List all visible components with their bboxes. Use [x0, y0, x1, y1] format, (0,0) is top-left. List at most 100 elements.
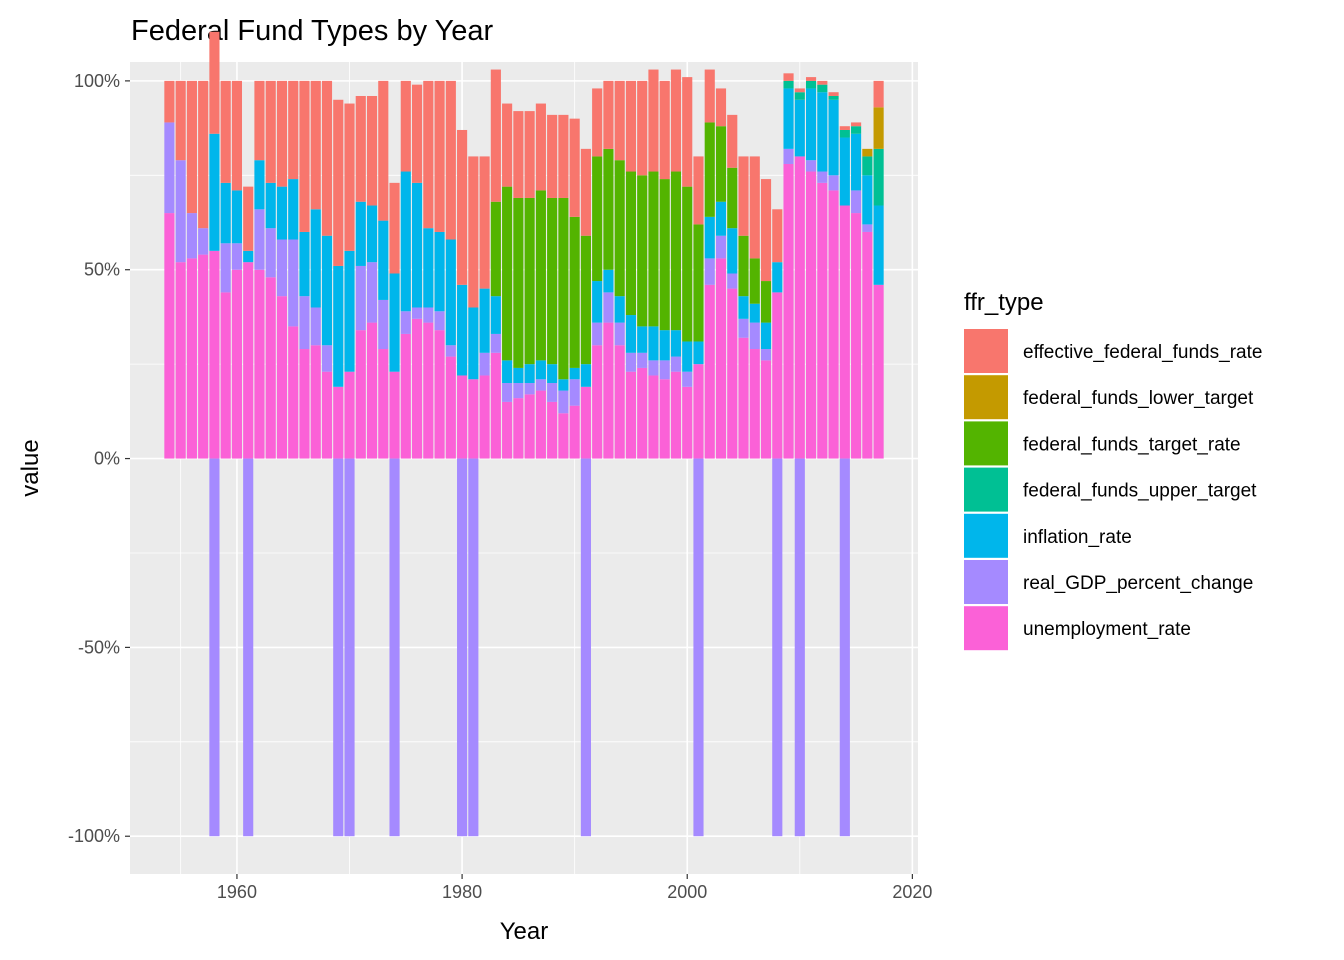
bar-real_GDP_percent_change-1995	[625, 352, 637, 372]
bar-real_GDP_percent_change-2004	[727, 273, 738, 289]
bar-federal_funds_target_rate-1995	[625, 171, 637, 316]
legend-label-unemployment_rate: unemployment_rate	[1023, 619, 1191, 640]
bar-real_GDP_percent_change-1957	[198, 228, 209, 255]
bar-federal_funds_target_rate-1987	[535, 190, 546, 361]
bar-effective_federal_funds_rate-1987	[535, 103, 546, 191]
bar-effective_federal_funds_rate-1958	[209, 31, 220, 134]
bar-inflation_rate-1966	[299, 231, 310, 297]
bar-unemployment_rate-1975	[400, 333, 411, 459]
bar-real_GDP_percent_change-2008	[772, 458, 783, 837]
bar-inflation_rate-1992	[592, 281, 603, 323]
bar-effective_federal_funds_rate-2008	[772, 209, 783, 263]
bar-inflation_rate-1990	[569, 367, 580, 380]
bar-unemployment_rate-2008	[772, 292, 783, 459]
bar-inflation_rate-2008	[772, 262, 783, 293]
bar-inflation_rate-2005	[738, 296, 749, 319]
bar-real_GDP_percent_change-1979	[445, 345, 456, 357]
bar-unemployment_rate-2010	[794, 156, 805, 459]
bar-inflation_rate-1967	[310, 209, 321, 308]
y-tick-label: -100%	[68, 826, 120, 846]
bar-inflation_rate-2001	[693, 341, 704, 365]
bar-inflation_rate-1986	[524, 364, 535, 384]
bar-inflation_rate-1981	[468, 307, 479, 380]
bar-inflation_rate-1974	[389, 273, 400, 372]
bar-federal_funds_upper_target-2011	[805, 80, 817, 89]
bar-inflation_rate-1962	[254, 160, 265, 210]
bar-real_GDP_percent_change-1993	[603, 292, 614, 323]
legend-items: effective_federal_funds_rate federal_fund…	[964, 329, 1262, 651]
bar-real_GDP_percent_change-2015	[851, 190, 862, 214]
bar-real_GDP_percent_change-1996	[637, 352, 648, 368]
bar-effective_federal_funds_rate-1999	[670, 69, 682, 172]
bar-unemployment_rate-1956	[186, 258, 197, 459]
bar-effective_federal_funds_rate-1964	[276, 80, 288, 187]
bar-real_GDP_percent_change-1970	[344, 458, 355, 837]
bar-unemployment_rate-1982	[479, 375, 490, 459]
bar-federal_funds_target_rate-1997	[648, 171, 659, 327]
bar-unemployment_rate-2002	[704, 284, 715, 459]
bar-real_GDP_percent_change-1986	[524, 383, 535, 395]
bar-effective_federal_funds_rate-2015	[851, 122, 862, 127]
bar-real_GDP_percent_change-1960	[231, 243, 243, 270]
bar-federal_funds_target_rate-1993	[603, 148, 614, 270]
bar-real_GDP_percent_change-1965	[288, 239, 299, 327]
chart-title: Federal Fund Types by Year	[131, 15, 494, 47]
bar-real_GDP_percent_change-1959	[220, 243, 231, 293]
x-tick-label: 1960	[217, 882, 257, 902]
bar-inflation_rate-1980	[457, 284, 468, 376]
bar-effective_federal_funds_rate-1956	[186, 80, 197, 214]
bar-real_GDP_percent_change-1961	[243, 458, 254, 837]
legend-label-federal_funds_target_rate: federal_funds_target_rate	[1023, 434, 1241, 455]
x-tick-label: 2020	[892, 882, 932, 902]
bar-inflation_rate-1979	[445, 239, 456, 346]
bar-federal_funds_upper_target-2010	[794, 92, 805, 100]
bar-unemployment_rate-1962	[254, 269, 265, 459]
bar-real_GDP_percent_change-1987	[535, 379, 546, 391]
bar-inflation_rate-2006	[749, 303, 760, 323]
bar-inflation_rate-1973	[378, 220, 389, 300]
bar-effective_federal_funds_rate-1984	[502, 103, 513, 187]
bar-inflation_rate-1969	[333, 265, 344, 387]
bar-unemployment_rate-1971	[355, 330, 366, 459]
bar-unemployment_rate-1963	[265, 277, 276, 459]
bar-real_GDP_percent_change-1967	[310, 307, 321, 346]
bar-unemployment_rate-2016	[862, 231, 873, 459]
bar-real_GDP_percent_change-1980	[457, 458, 468, 837]
bar-unemployment_rate-1998	[659, 379, 670, 459]
legend-label-effective_federal_funds_rate: effective_federal_funds_rate	[1023, 342, 1262, 363]
bar-effective_federal_funds_rate-2000	[682, 77, 693, 187]
bar-unemployment_rate-1974	[389, 371, 400, 459]
bar-inflation_rate-1965	[288, 179, 299, 240]
bar-effective_federal_funds_rate-1983	[490, 69, 501, 202]
legend-title: ffr_type	[964, 289, 1044, 316]
legend-key-real_GDP_percent_change	[964, 560, 1008, 604]
bar-effective_federal_funds_rate-2017	[873, 80, 884, 108]
bar-effective_federal_funds_rate-1967	[310, 80, 321, 210]
bar-unemployment_rate-1978	[434, 330, 445, 459]
bar-effective_federal_funds_rate-1993	[603, 80, 614, 149]
axes: -100% -50% 0% 50% 100% 1960 1980 2000 2020	[68, 71, 932, 902]
bar-federal_funds_target_rate-1996	[637, 175, 648, 327]
bar-unemployment_rate-1989	[558, 413, 569, 459]
bar-federal_funds_target_rate-1999	[670, 171, 682, 331]
legend-key-effective_federal_funds_rate	[964, 329, 1008, 373]
bar-unemployment_rate-2005	[738, 337, 749, 459]
bar-federal_funds_target_rate-2006	[749, 258, 760, 304]
bar-unemployment_rate-2012	[817, 182, 828, 459]
bar-effective_federal_funds_rate-1962	[254, 80, 265, 161]
bar-effective_federal_funds_rate-2002	[704, 69, 715, 123]
bar-real_GDP_percent_change-1958	[209, 458, 220, 837]
bar-real_GDP_percent_change-1994	[614, 322, 625, 346]
bar-real_GDP_percent_change-1983	[490, 333, 501, 353]
legend-key-federal_funds_upper_target	[964, 467, 1008, 512]
bar-effective_federal_funds_rate-1982	[479, 156, 490, 289]
x-tick-label: 1980	[442, 882, 482, 902]
bar-real_GDP_percent_change-2010	[794, 458, 805, 837]
bar-inflation_rate-1978	[434, 231, 445, 312]
bar-unemployment_rate-1957	[198, 254, 209, 459]
bar-unemployment_rate-2011	[805, 171, 817, 459]
bar-unemployment_rate-1985	[513, 398, 524, 459]
bar-effective_federal_funds_rate-1973	[378, 80, 389, 221]
bar-federal_funds_target_rate-1983	[490, 201, 501, 297]
bar-effective_federal_funds_rate-1994	[614, 80, 625, 161]
